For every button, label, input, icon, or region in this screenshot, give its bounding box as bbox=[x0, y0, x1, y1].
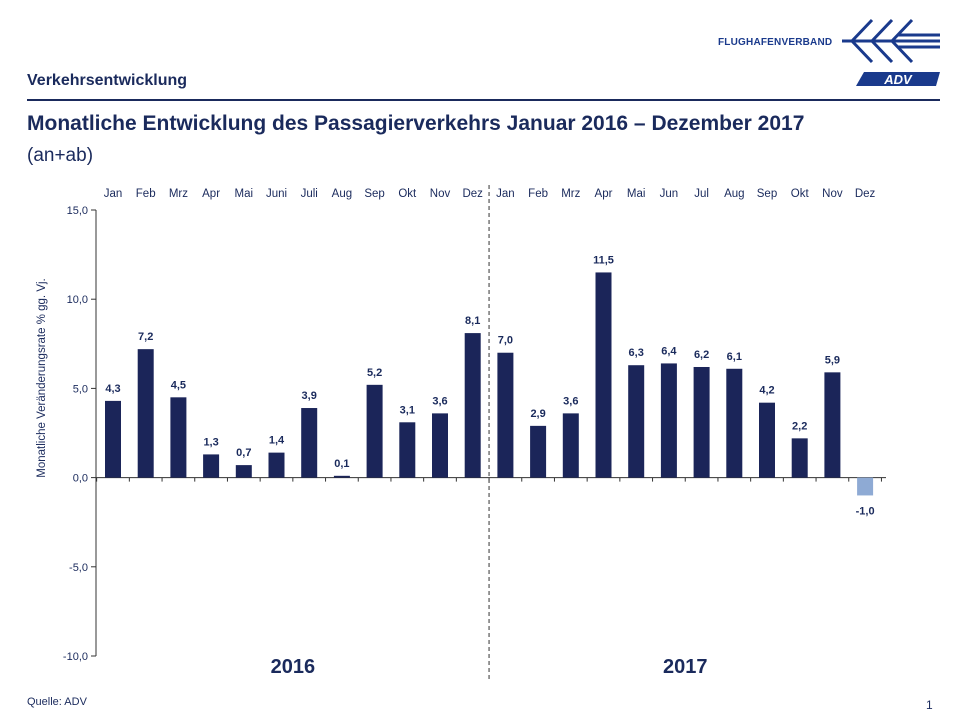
bar bbox=[333, 475, 350, 478]
value-label: 4,5 bbox=[171, 379, 186, 391]
bar bbox=[791, 438, 808, 478]
value-label: 3,6 bbox=[432, 395, 447, 407]
month-label: Mrz bbox=[561, 188, 580, 200]
bar bbox=[759, 402, 775, 478]
bar bbox=[628, 365, 645, 478]
bar bbox=[399, 422, 416, 478]
page-number: 1 bbox=[926, 698, 933, 712]
value-label: 7,2 bbox=[138, 331, 153, 343]
bar bbox=[203, 454, 220, 478]
month-label: Jan bbox=[496, 188, 515, 200]
y-tick-label: 10,0 bbox=[67, 294, 88, 306]
month-label: Juli bbox=[301, 188, 318, 200]
month-label: Mai bbox=[627, 188, 646, 200]
bar bbox=[137, 349, 154, 478]
value-label: 8,1 bbox=[465, 315, 480, 327]
bar bbox=[497, 352, 514, 478]
axes bbox=[95, 185, 886, 680]
month-label: Nov bbox=[822, 188, 843, 200]
source-note: Quelle: ADV bbox=[27, 696, 87, 708]
month-label: Okt bbox=[398, 188, 417, 200]
value-label: 2,2 bbox=[792, 420, 807, 432]
y-tick-label: 5,0 bbox=[73, 383, 88, 395]
y-tick-label: 15,0 bbox=[67, 205, 88, 217]
bar bbox=[366, 384, 383, 478]
month-label: Jul bbox=[694, 188, 709, 200]
bar bbox=[268, 452, 285, 478]
bar bbox=[857, 477, 874, 496]
value-label: 6,1 bbox=[727, 351, 742, 363]
month-label: Sep bbox=[364, 188, 384, 200]
month-label: Mrz bbox=[169, 188, 188, 200]
year-label: 2017 bbox=[663, 656, 708, 678]
adv-logo-arrows-icon: ADV bbox=[842, 18, 940, 87]
month-label: Sep bbox=[757, 188, 777, 200]
bars bbox=[105, 272, 874, 496]
value-label: 7,0 bbox=[498, 335, 513, 347]
value-label: 2,9 bbox=[530, 408, 545, 420]
bar bbox=[562, 413, 579, 478]
logo-brand: ADV bbox=[883, 72, 913, 87]
value-label: 5,9 bbox=[825, 354, 840, 366]
value-label: 1,3 bbox=[203, 436, 218, 448]
y-axis-label: Monatliche Veränderungsrate % gg. Vj. bbox=[36, 278, 48, 477]
y-ticks: 15,0 10,0 5,0 0,0 -5,0 -10,0 bbox=[63, 205, 96, 663]
bar bbox=[824, 372, 841, 478]
month-label: Feb bbox=[528, 188, 548, 200]
section-title: Verkehrsentwicklung bbox=[27, 72, 188, 89]
value-label: 6,4 bbox=[661, 345, 677, 357]
month-label: Juni bbox=[266, 188, 287, 200]
bar bbox=[432, 413, 448, 478]
value-label: 6,3 bbox=[629, 347, 644, 359]
year-label: 2016 bbox=[271, 656, 316, 678]
y-tick-label: -5,0 bbox=[69, 562, 88, 574]
month-label: Aug bbox=[332, 188, 352, 200]
month-labels: Jan Feb Mrz Apr Mai Juni Juli Aug Sep Okt Nov Dez Ja… bbox=[104, 188, 876, 200]
month-label: Apr bbox=[595, 188, 613, 200]
value-label: 0,1 bbox=[334, 458, 349, 470]
bar bbox=[660, 363, 677, 478]
bar bbox=[105, 400, 121, 478]
y-tick-label: 0,0 bbox=[73, 473, 88, 485]
value-label: 3,9 bbox=[302, 390, 317, 402]
value-labels: 4,3 7,2 4,5 1,3 0,7 1,4 3,9 0,1 5,2 3,1 3,6 8,1 7,0 2… bbox=[105, 254, 874, 517]
month-label: Okt bbox=[791, 188, 810, 200]
month-label: Dez bbox=[855, 188, 876, 200]
header-divider bbox=[27, 99, 940, 101]
value-label: 4,3 bbox=[105, 383, 120, 395]
bar bbox=[301, 408, 318, 478]
month-label: Nov bbox=[430, 188, 451, 200]
month-label: Feb bbox=[136, 188, 156, 200]
month-label: Jan bbox=[104, 188, 123, 200]
value-label: 11,5 bbox=[593, 254, 614, 266]
logo-text: FLUGHAFENVERBAND bbox=[718, 37, 833, 48]
bar bbox=[170, 397, 187, 478]
chart-subtitle: (an+ab) bbox=[27, 145, 94, 166]
value-label: 4,2 bbox=[759, 385, 774, 397]
month-label: Aug bbox=[724, 188, 744, 200]
y-tick-label: -10,0 bbox=[63, 651, 88, 663]
value-label: 1,4 bbox=[269, 435, 285, 447]
month-label: Apr bbox=[202, 188, 220, 200]
value-label: 3,6 bbox=[563, 395, 578, 407]
value-label: 6,2 bbox=[694, 349, 709, 361]
bar bbox=[464, 333, 481, 478]
bar bbox=[595, 272, 612, 478]
year-labels: 2016 2017 bbox=[271, 656, 708, 678]
bar bbox=[530, 425, 547, 478]
bar bbox=[235, 465, 252, 478]
value-label: -1,0 bbox=[856, 505, 875, 517]
month-label: Jun bbox=[660, 188, 679, 200]
bar bbox=[726, 368, 743, 478]
month-label: Dez bbox=[462, 188, 483, 200]
chart-title: Monatliche Entwicklung des Passagierverk… bbox=[27, 112, 805, 135]
month-label: Mai bbox=[235, 188, 254, 200]
value-label: 3,1 bbox=[400, 404, 415, 416]
value-label: 0,7 bbox=[236, 447, 251, 459]
value-label: 5,2 bbox=[367, 367, 382, 379]
bar bbox=[693, 366, 710, 478]
